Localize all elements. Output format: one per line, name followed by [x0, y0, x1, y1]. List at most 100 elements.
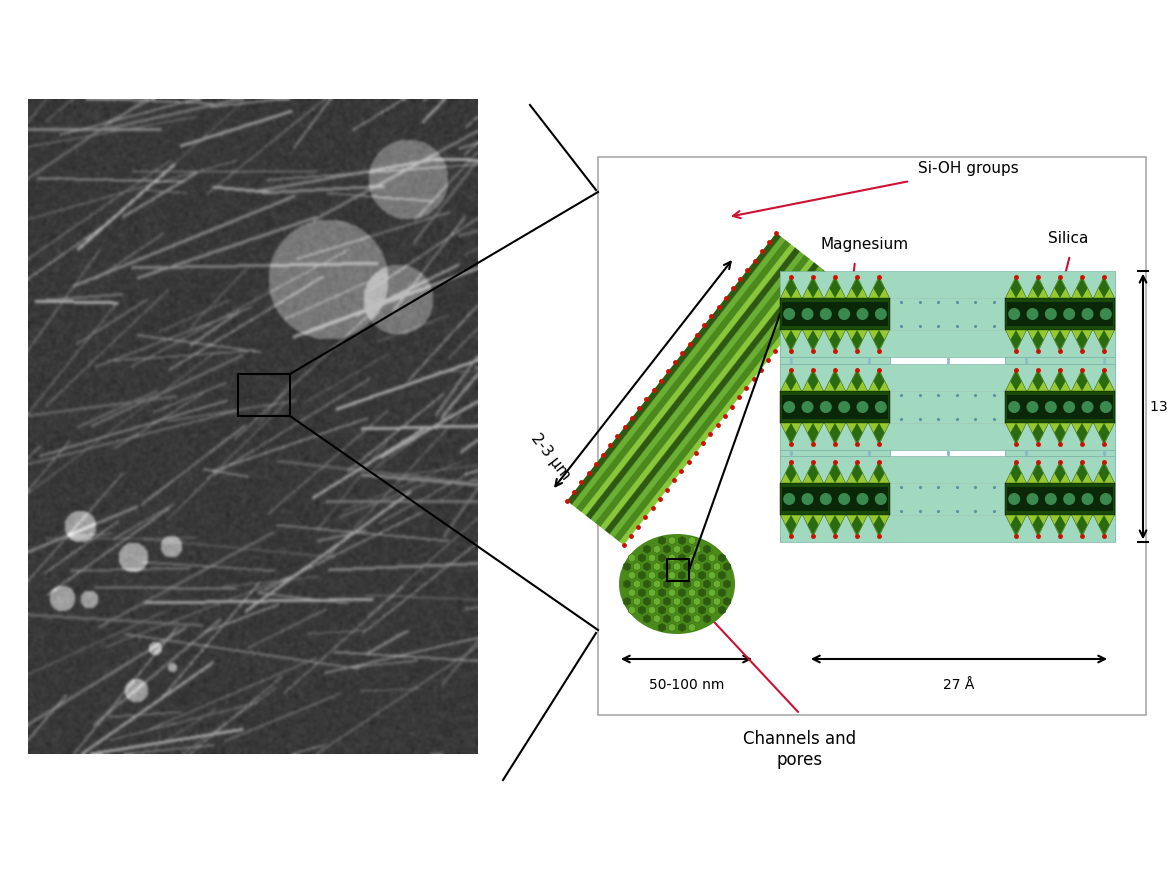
Polygon shape	[1032, 372, 1044, 391]
Polygon shape	[718, 606, 725, 615]
Polygon shape	[874, 463, 885, 483]
Polygon shape	[633, 597, 641, 606]
Circle shape	[1064, 402, 1075, 414]
Circle shape	[801, 494, 813, 505]
Polygon shape	[1076, 516, 1087, 536]
Circle shape	[875, 309, 887, 321]
Polygon shape	[698, 588, 706, 597]
Text: Magnesium: Magnesium	[820, 237, 908, 252]
Polygon shape	[633, 563, 641, 571]
Polygon shape	[785, 463, 797, 483]
Circle shape	[838, 402, 851, 414]
Polygon shape	[1005, 277, 1026, 299]
Polygon shape	[1005, 516, 1026, 537]
Circle shape	[801, 402, 813, 414]
Polygon shape	[1032, 463, 1044, 483]
Polygon shape	[868, 277, 889, 299]
Polygon shape	[624, 581, 631, 588]
Polygon shape	[610, 267, 824, 538]
Polygon shape	[1054, 279, 1066, 299]
Polygon shape	[803, 370, 824, 391]
Polygon shape	[572, 238, 786, 509]
Polygon shape	[1049, 462, 1071, 483]
Bar	[780, 456, 1115, 543]
Polygon shape	[825, 424, 846, 446]
Polygon shape	[1005, 462, 1026, 483]
Polygon shape	[644, 563, 651, 571]
Polygon shape	[1032, 424, 1044, 444]
Polygon shape	[1094, 277, 1115, 299]
Polygon shape	[1049, 331, 1071, 353]
Polygon shape	[803, 424, 824, 446]
Polygon shape	[830, 279, 840, 299]
Polygon shape	[803, 331, 824, 353]
Polygon shape	[1099, 372, 1109, 391]
Bar	[782, 488, 888, 511]
Polygon shape	[723, 581, 730, 588]
Polygon shape	[628, 588, 635, 597]
Polygon shape	[852, 463, 862, 483]
Text: 27 Å: 27 Å	[943, 677, 975, 691]
Circle shape	[1081, 402, 1094, 414]
Polygon shape	[688, 537, 696, 545]
Circle shape	[838, 494, 851, 505]
Polygon shape	[1094, 424, 1115, 446]
Polygon shape	[780, 370, 801, 391]
Polygon shape	[653, 545, 661, 553]
Polygon shape	[1011, 463, 1021, 483]
Polygon shape	[1032, 516, 1044, 536]
Polygon shape	[639, 572, 646, 580]
Polygon shape	[659, 554, 666, 562]
Polygon shape	[581, 245, 796, 516]
Polygon shape	[703, 563, 710, 571]
Circle shape	[1045, 309, 1057, 321]
Polygon shape	[628, 606, 635, 615]
Polygon shape	[846, 370, 868, 391]
Circle shape	[1045, 494, 1057, 505]
Polygon shape	[679, 624, 686, 632]
Polygon shape	[614, 270, 828, 542]
Circle shape	[1100, 494, 1112, 505]
Polygon shape	[852, 279, 862, 299]
Polygon shape	[674, 597, 681, 606]
Bar	[780, 272, 1115, 358]
Circle shape	[1100, 309, 1112, 321]
Polygon shape	[653, 615, 661, 624]
Polygon shape	[874, 279, 885, 299]
Polygon shape	[1099, 516, 1109, 536]
Polygon shape	[591, 252, 805, 524]
Polygon shape	[1099, 424, 1109, 444]
Polygon shape	[846, 424, 868, 446]
Polygon shape	[1027, 516, 1048, 537]
Polygon shape	[723, 563, 730, 571]
Bar	[780, 299, 890, 331]
Polygon shape	[803, 516, 824, 537]
Polygon shape	[1076, 331, 1087, 351]
Circle shape	[820, 494, 832, 505]
Polygon shape	[874, 516, 885, 536]
Bar	[782, 396, 888, 419]
Circle shape	[1081, 309, 1094, 321]
Bar	[1005, 451, 1115, 456]
Polygon shape	[668, 624, 675, 632]
Polygon shape	[703, 581, 710, 588]
Bar	[780, 391, 890, 424]
Polygon shape	[648, 606, 655, 615]
Bar	[1005, 358, 1115, 364]
Polygon shape	[830, 516, 840, 536]
Polygon shape	[698, 606, 706, 615]
Polygon shape	[1032, 279, 1044, 299]
Text: Channels and
pores: Channels and pores	[743, 729, 856, 768]
Polygon shape	[1011, 331, 1021, 351]
Polygon shape	[1032, 331, 1044, 351]
Polygon shape	[1049, 516, 1071, 537]
Polygon shape	[1049, 277, 1071, 299]
Polygon shape	[785, 331, 797, 351]
Polygon shape	[714, 597, 721, 606]
Polygon shape	[663, 563, 670, 571]
Polygon shape	[674, 581, 681, 588]
Polygon shape	[785, 372, 797, 391]
Circle shape	[1009, 402, 1020, 414]
Polygon shape	[674, 563, 681, 571]
Circle shape	[856, 402, 868, 414]
